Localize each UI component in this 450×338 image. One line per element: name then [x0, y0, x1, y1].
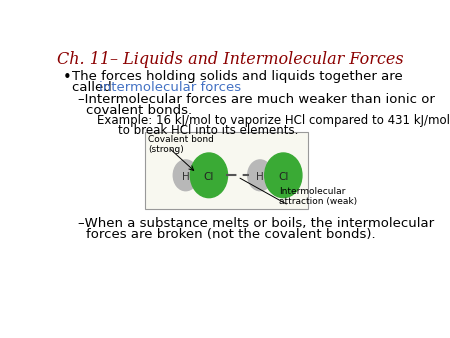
- Ellipse shape: [190, 153, 228, 198]
- Text: to break HCl into its elements.: to break HCl into its elements.: [118, 124, 299, 138]
- Text: H: H: [256, 172, 264, 182]
- Text: called: called: [72, 80, 116, 94]
- Text: .: .: [207, 80, 212, 94]
- Text: –When a substance melts or boils, the intermolecular: –When a substance melts or boils, the in…: [78, 217, 434, 230]
- Text: Intermolecular
attraction (weak): Intermolecular attraction (weak): [279, 187, 358, 206]
- Text: covalent bonds.: covalent bonds.: [86, 104, 192, 117]
- Text: forces are broken (not the covalent bonds).: forces are broken (not the covalent bond…: [86, 228, 375, 241]
- Text: Example: 16 kJ/mol to vaporize HCl compared to 431 kJ/mol: Example: 16 kJ/mol to vaporize HCl compa…: [97, 115, 450, 127]
- Ellipse shape: [265, 153, 302, 198]
- Text: –Intermolecular forces are much weaker than ionic or: –Intermolecular forces are much weaker t…: [78, 93, 435, 106]
- FancyBboxPatch shape: [145, 132, 308, 209]
- Text: Cl: Cl: [204, 172, 214, 182]
- Text: Covalent bond
(strong): Covalent bond (strong): [148, 135, 214, 154]
- Text: The forces holding solids and liquids together are: The forces holding solids and liquids to…: [72, 70, 402, 83]
- Text: Cl: Cl: [278, 172, 288, 182]
- Ellipse shape: [173, 160, 198, 191]
- Text: Ch. 11– Liquids and Intermolecular Forces: Ch. 11– Liquids and Intermolecular Force…: [57, 51, 404, 68]
- Text: H: H: [182, 172, 189, 182]
- Text: intermolecular forces: intermolecular forces: [99, 80, 241, 94]
- Ellipse shape: [248, 160, 273, 191]
- Text: •: •: [63, 70, 71, 85]
